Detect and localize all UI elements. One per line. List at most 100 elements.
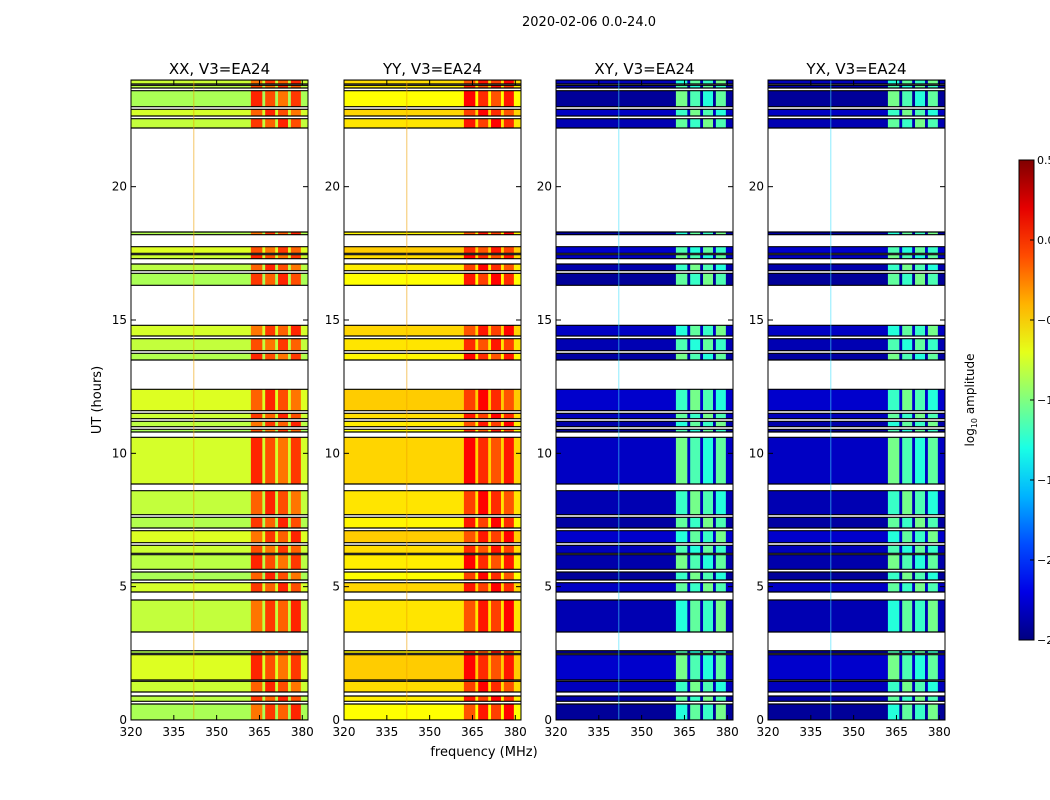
panel-title: XX, V3=EA24 bbox=[169, 60, 270, 78]
colorbar-tick-label: −2.5 bbox=[1037, 634, 1050, 647]
data-segment bbox=[131, 681, 308, 692]
rfi-band-cell bbox=[463, 118, 476, 128]
data-segment bbox=[131, 545, 308, 554]
data-segment bbox=[344, 696, 521, 702]
rfi-band-cell bbox=[915, 232, 926, 235]
rfi-band-cell bbox=[250, 650, 263, 654]
rfi-band-cell bbox=[703, 232, 714, 235]
rfi-band-cell bbox=[915, 413, 926, 419]
data-segment bbox=[768, 264, 945, 271]
rfi-band-cell bbox=[290, 85, 301, 88]
rfi-band-cell bbox=[927, 572, 938, 580]
rfi-band-cell bbox=[278, 389, 289, 411]
rfi-band-cell bbox=[927, 85, 938, 88]
rfi-band-cell bbox=[703, 264, 714, 271]
rfi-band-cell bbox=[715, 109, 726, 116]
rfi-band-cell bbox=[715, 530, 726, 543]
rfi-band-cell bbox=[703, 389, 714, 411]
rfi-band-cell bbox=[491, 681, 502, 692]
rfi-band-cell bbox=[278, 413, 289, 419]
rfi-band-cell bbox=[265, 696, 276, 702]
rfi-band-cell bbox=[715, 338, 726, 351]
rfi-band-cell bbox=[703, 545, 714, 554]
rfi-band-cell bbox=[503, 600, 514, 632]
data-segment bbox=[556, 325, 733, 336]
rfi-band-cell bbox=[463, 389, 476, 411]
rfi-band-cell bbox=[715, 325, 726, 336]
rfi-band-cell bbox=[265, 654, 276, 680]
rfi-band-cell bbox=[265, 650, 276, 654]
rfi-band-cell bbox=[915, 80, 926, 84]
rfi-band-cell bbox=[265, 704, 276, 720]
rfi-band-cell bbox=[290, 429, 301, 432]
rfi-band-cell bbox=[887, 338, 900, 351]
rfi-band-cell bbox=[690, 118, 701, 128]
data-segment bbox=[768, 681, 945, 692]
rfi-band-cell bbox=[915, 681, 926, 692]
rfi-band-cell bbox=[887, 600, 900, 632]
rfi-band-cell bbox=[690, 490, 701, 515]
rfi-band-cell bbox=[265, 353, 276, 360]
data-segment bbox=[556, 421, 733, 427]
rfi-band-cell bbox=[915, 85, 926, 88]
data-segment bbox=[131, 704, 308, 720]
rfi-band-cell bbox=[675, 118, 688, 128]
rfi-band-cell bbox=[715, 681, 726, 692]
rfi-band-cell bbox=[703, 650, 714, 654]
rfi-band-cell bbox=[478, 118, 489, 128]
rfi-band-cell bbox=[902, 118, 913, 128]
rfi-band-cell bbox=[491, 517, 502, 528]
data-segment bbox=[768, 530, 945, 543]
rfi-band-cell bbox=[715, 517, 726, 528]
rfi-band-cell bbox=[290, 109, 301, 116]
rfi-band-cell bbox=[887, 437, 900, 484]
rfi-band-cell bbox=[491, 246, 502, 254]
rfi-band-cell bbox=[927, 600, 938, 632]
rfi-band-cell bbox=[478, 582, 489, 592]
rfi-band-cell bbox=[915, 254, 926, 259]
rfi-band-cell bbox=[250, 600, 263, 632]
rfi-band-cell bbox=[887, 681, 900, 692]
rfi-band-cell bbox=[278, 530, 289, 543]
rfi-band-cell bbox=[265, 109, 276, 116]
rfi-band-cell bbox=[463, 338, 476, 351]
rfi-band-cell bbox=[503, 80, 514, 84]
rfi-band-cell bbox=[290, 338, 301, 351]
rfi-band-cell bbox=[265, 530, 276, 543]
rfi-band-cell bbox=[927, 582, 938, 592]
rfi-band-cell bbox=[478, 681, 489, 692]
rfi-band-cell bbox=[250, 696, 263, 702]
data-segment bbox=[556, 109, 733, 116]
rfi-band-cell bbox=[290, 232, 301, 235]
data-segment bbox=[344, 118, 521, 128]
data-segment bbox=[768, 325, 945, 336]
rfi-band-cell bbox=[278, 109, 289, 116]
data-segment bbox=[768, 80, 945, 84]
rfi-band-cell bbox=[278, 704, 289, 720]
rfi-band-cell bbox=[250, 530, 263, 543]
rfi-band-cell bbox=[690, 389, 701, 411]
rfi-band-cell bbox=[915, 554, 926, 570]
data-segment bbox=[344, 554, 521, 570]
rfi-band-cell bbox=[278, 545, 289, 554]
rfi-band-cell bbox=[902, 437, 913, 484]
rfi-band-cell bbox=[503, 545, 514, 554]
rfi-band-cell bbox=[675, 650, 688, 654]
rfi-band-cell bbox=[491, 109, 502, 116]
data-segment bbox=[768, 704, 945, 720]
rfi-band-cell bbox=[902, 554, 913, 570]
rfi-band-cell bbox=[290, 353, 301, 360]
data-segment bbox=[556, 582, 733, 592]
x-tick-label: 380 bbox=[928, 725, 951, 739]
rfi-band-cell bbox=[715, 254, 726, 259]
data-segment bbox=[344, 413, 521, 419]
rfi-band-cell bbox=[675, 85, 688, 88]
rfi-band-cell bbox=[902, 413, 913, 419]
rfi-band-cell bbox=[278, 681, 289, 692]
rfi-band-cell bbox=[675, 545, 688, 554]
rfi-band-cell bbox=[278, 490, 289, 515]
rfi-band-cell bbox=[491, 80, 502, 84]
rfi-band-cell bbox=[887, 109, 900, 116]
data-segment bbox=[768, 517, 945, 528]
rfi-band-cell bbox=[915, 118, 926, 128]
